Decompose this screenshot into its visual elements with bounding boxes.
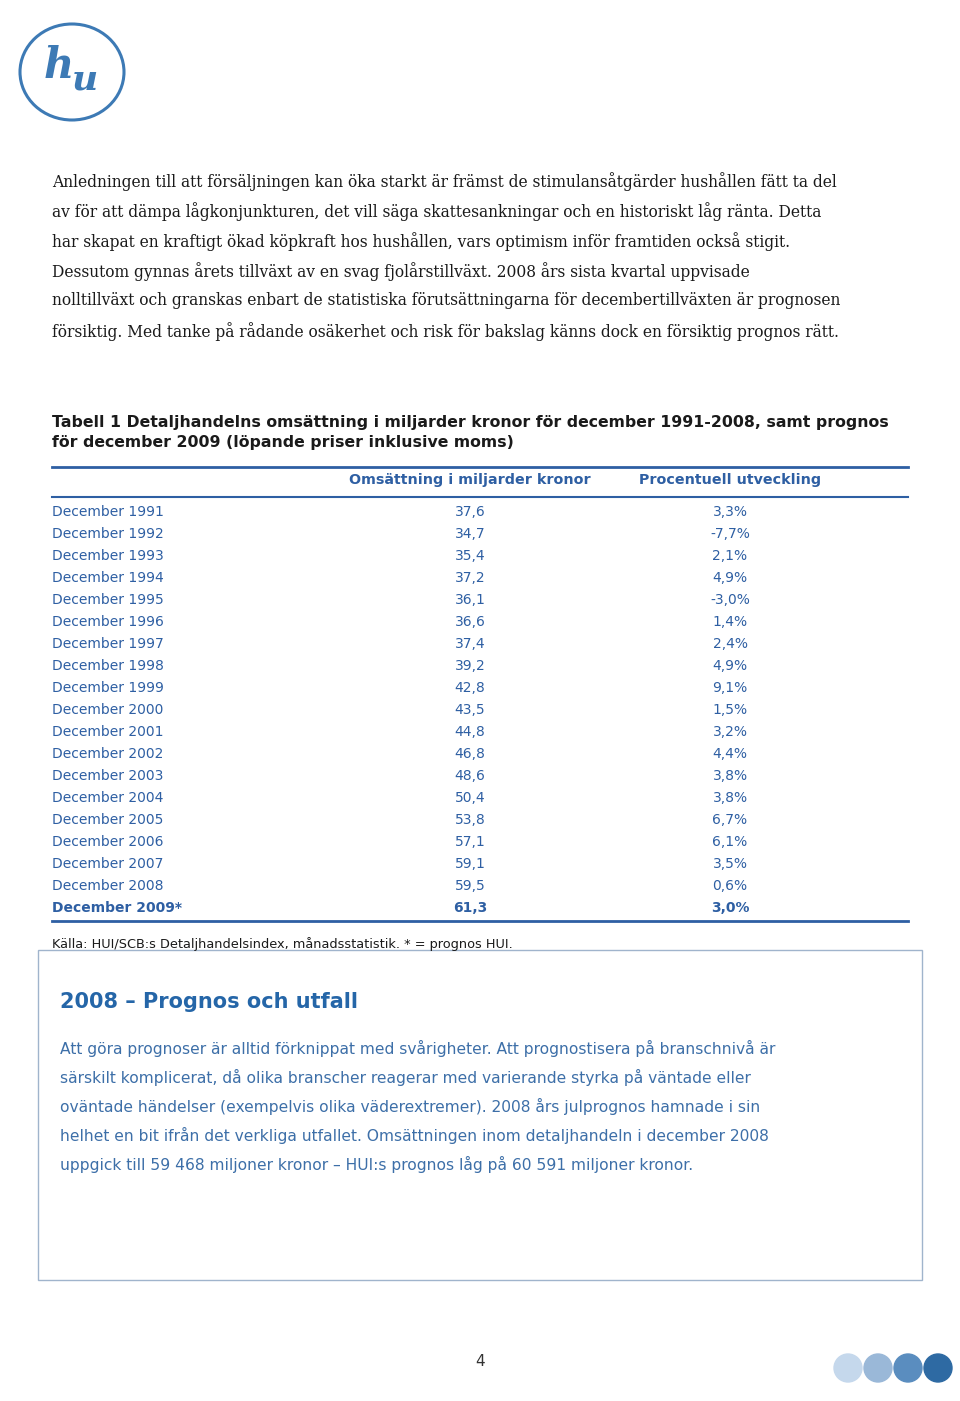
Text: 48,6: 48,6 [455, 769, 486, 783]
Text: 61,3: 61,3 [453, 901, 487, 915]
Text: December 2007: December 2007 [52, 857, 163, 871]
Text: December 1994: December 1994 [52, 572, 164, 586]
Ellipse shape [20, 24, 124, 120]
Circle shape [894, 1353, 922, 1381]
Text: -7,7%: -7,7% [710, 527, 750, 541]
Text: 1,5%: 1,5% [712, 703, 748, 717]
Text: 3,0%: 3,0% [710, 901, 749, 915]
Text: December 2000: December 2000 [52, 703, 163, 717]
Text: 2,1%: 2,1% [712, 549, 748, 563]
Text: 3,5%: 3,5% [712, 857, 748, 871]
Text: December 2008: December 2008 [52, 878, 163, 892]
Text: 4,9%: 4,9% [712, 572, 748, 586]
Text: December 1997: December 1997 [52, 637, 164, 651]
Text: 37,6: 37,6 [455, 504, 486, 518]
Text: Omsättning i miljarder kronor: Omsättning i miljarder kronor [349, 474, 590, 488]
Text: December 1991: December 1991 [52, 504, 164, 518]
Text: December 1995: December 1995 [52, 593, 164, 607]
Text: oväntade händelser (exempelvis olika väderextremer). 2008 års julprognos hamnade: oväntade händelser (exempelvis olika väd… [60, 1098, 760, 1115]
Text: 44,8: 44,8 [455, 724, 486, 738]
Text: December 2006: December 2006 [52, 835, 163, 849]
Text: 1,4%: 1,4% [712, 615, 748, 629]
Circle shape [834, 1353, 862, 1381]
Text: 3,8%: 3,8% [712, 769, 748, 783]
Text: 37,2: 37,2 [455, 572, 486, 586]
Circle shape [864, 1353, 892, 1381]
Text: 3,8%: 3,8% [712, 792, 748, 806]
Text: 36,1: 36,1 [455, 593, 486, 607]
Text: Tabell 1 Detaljhandelns omsättning i miljarder kronor för december 1991-2008, sa: Tabell 1 Detaljhandelns omsättning i mil… [52, 415, 889, 430]
Text: 43,5: 43,5 [455, 703, 486, 717]
Text: 59,5: 59,5 [455, 878, 486, 892]
Text: Att göra prognoser är alltid förknippat med svårigheter. Att prognostisera på br: Att göra prognoser är alltid förknippat … [60, 1040, 776, 1056]
Text: uppgick till 59 468 miljoner kronor – HUI:s prognos låg på 60 591 miljoner krono: uppgick till 59 468 miljoner kronor – HU… [60, 1156, 693, 1173]
Text: December 2001: December 2001 [52, 724, 163, 738]
Text: 46,8: 46,8 [455, 747, 486, 761]
Text: 4,9%: 4,9% [712, 658, 748, 672]
Text: December 1992: December 1992 [52, 527, 164, 541]
Text: December 2004: December 2004 [52, 792, 163, 806]
Text: Källa: HUI/SCB:s Detaljhandelsindex, månadsstatistik. * = prognos HUI.: Källa: HUI/SCB:s Detaljhandelsindex, mån… [52, 937, 513, 951]
Text: 34,7: 34,7 [455, 527, 486, 541]
Text: 6,7%: 6,7% [712, 813, 748, 827]
Text: 57,1: 57,1 [455, 835, 486, 849]
Text: 39,2: 39,2 [455, 658, 486, 672]
Text: December 1998: December 1998 [52, 658, 164, 672]
FancyBboxPatch shape [38, 950, 922, 1281]
Text: December 2003: December 2003 [52, 769, 163, 783]
Text: Anledningen till att försäljningen kan öka starkt är främst de stimulansåtgärder: Anledningen till att försäljningen kan ö… [52, 172, 837, 191]
Text: 6,1%: 6,1% [712, 835, 748, 849]
Text: nolltillväxt och granskas enbart de statistiska förutsättningarna för decemberti: nolltillväxt och granskas enbart de stat… [52, 291, 840, 310]
Text: 59,1: 59,1 [455, 857, 486, 871]
Text: 3,3%: 3,3% [712, 504, 748, 518]
Text: 42,8: 42,8 [455, 681, 486, 695]
Text: December 1999: December 1999 [52, 681, 164, 695]
Text: 4: 4 [475, 1355, 485, 1370]
Text: -3,0%: -3,0% [710, 593, 750, 607]
Text: särskilt komplicerat, då olika branscher reagerar med varierande styrka på vänta: särskilt komplicerat, då olika branscher… [60, 1069, 751, 1086]
Text: försiktig. Med tanke på rådande osäkerhet och risk för bakslag känns dock en för: försiktig. Med tanke på rådande osäkerhe… [52, 322, 839, 340]
Text: 9,1%: 9,1% [712, 681, 748, 695]
Text: av för att dämpa lågkonjunkturen, det vill säga skattesankningar och en historis: av för att dämpa lågkonjunkturen, det vi… [52, 202, 822, 221]
Text: h: h [44, 45, 74, 87]
Text: 37,4: 37,4 [455, 637, 486, 651]
Text: 50,4: 50,4 [455, 792, 486, 806]
Circle shape [924, 1353, 952, 1381]
Text: u: u [72, 63, 98, 97]
Text: Dessutom gynnas årets tillväxt av en svag fjolårstillväxt. 2008 års sista kvarta: Dessutom gynnas årets tillväxt av en sva… [52, 262, 750, 282]
Text: 3,2%: 3,2% [712, 724, 748, 738]
Text: har skapat en kraftigt ökad köpkraft hos hushållen, vars optimism inför framtide: har skapat en kraftigt ökad köpkraft hos… [52, 233, 790, 251]
Text: December 2005: December 2005 [52, 813, 163, 827]
Text: Procentuell utveckling: Procentuell utveckling [639, 474, 821, 488]
Text: December 2009*: December 2009* [52, 901, 182, 915]
Text: 2008 – Prognos och utfall: 2008 – Prognos och utfall [60, 992, 358, 1012]
Text: December 2002: December 2002 [52, 747, 163, 761]
Text: helhet en bit ifrån det verkliga utfallet. Omsättningen inom detaljhandeln i dec: helhet en bit ifrån det verkliga utfalle… [60, 1126, 769, 1145]
Text: December 1993: December 1993 [52, 549, 164, 563]
Text: 2,4%: 2,4% [712, 637, 748, 651]
Text: 4,4%: 4,4% [712, 747, 748, 761]
Text: 35,4: 35,4 [455, 549, 486, 563]
Text: December 1996: December 1996 [52, 615, 164, 629]
Text: för december 2009 (löpande priser inklusive moms): för december 2009 (löpande priser inklus… [52, 434, 514, 450]
Text: 53,8: 53,8 [455, 813, 486, 827]
Text: 0,6%: 0,6% [712, 878, 748, 892]
Text: 36,6: 36,6 [455, 615, 486, 629]
